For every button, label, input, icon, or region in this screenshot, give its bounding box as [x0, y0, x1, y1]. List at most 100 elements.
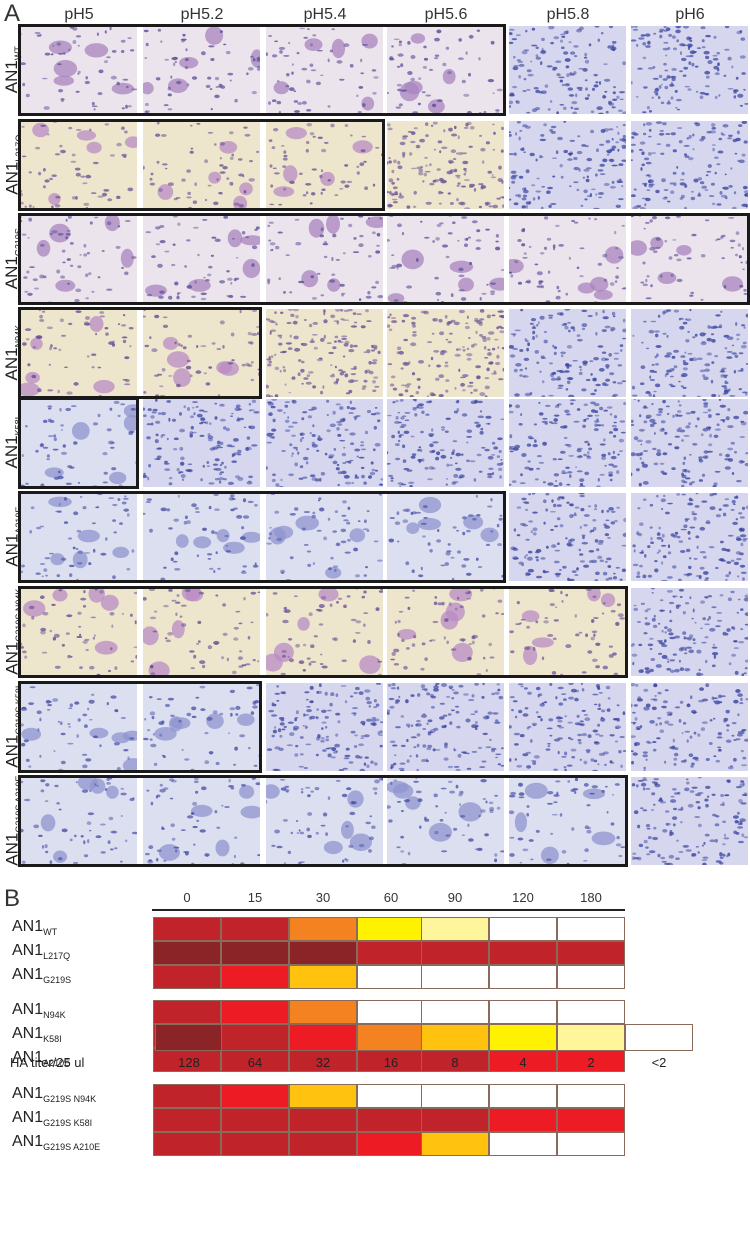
heatmap-cell [221, 1000, 289, 1024]
heatmap-cell [421, 1132, 489, 1156]
legend-label: HA titer/25 ul [10, 1055, 85, 1070]
heatmap-cell [557, 1108, 625, 1132]
micrograph-cell [143, 309, 260, 397]
heatmap-cell [289, 1132, 357, 1156]
micrograph-cell [631, 588, 748, 676]
column-header-ph5-2: pH5.2 [180, 6, 224, 23]
micrograph-cell [631, 26, 748, 114]
micrograph-cell [266, 588, 383, 676]
time-point-120: 120 [512, 890, 534, 905]
legend-value: 2 [587, 1055, 595, 1070]
heatmap-cell [357, 1084, 425, 1108]
micrograph-cell [143, 777, 260, 865]
micrograph-cell [143, 588, 260, 676]
column-header-ph5-4: pH5.4 [303, 6, 347, 23]
heatmap-cell [221, 965, 289, 989]
time-axis-line [152, 909, 625, 911]
heatmap-cell [221, 1132, 289, 1156]
micrograph-cell [509, 683, 626, 771]
time-point-15: 15 [247, 890, 263, 905]
heatmap-cell [421, 1084, 489, 1108]
heatmap-cell [289, 941, 357, 965]
legend-swatch [557, 1024, 625, 1051]
micrograph-cell [266, 215, 383, 303]
heatmap-row-label: AN1K58I [12, 1025, 62, 1045]
micrograph-cell [266, 777, 383, 865]
heatmap-cell [421, 1048, 489, 1072]
heatmap-cell [557, 965, 625, 989]
micrograph-cell [387, 309, 504, 397]
legend-swatch [289, 1024, 357, 1051]
heatmap-cell [489, 1108, 557, 1132]
heatmap-cell [221, 1048, 289, 1072]
heatmap-row-label: AN1G219S N94K [12, 1085, 97, 1105]
legend-swatch [155, 1024, 223, 1051]
heatmap-cell [153, 1132, 221, 1156]
micrograph-cell [387, 399, 504, 487]
micrograph-cell [20, 588, 137, 676]
heatmap-cell [421, 965, 489, 989]
heatmap-cell [557, 917, 625, 941]
micrograph-cell [20, 121, 137, 209]
micrograph-cell [387, 215, 504, 303]
heatmap-cell [289, 1000, 357, 1024]
heatmap-cell [357, 941, 425, 965]
heatmap-cell [557, 1048, 625, 1072]
heatmap-cell [221, 1108, 289, 1132]
micrograph-cell [509, 121, 626, 209]
legend-swatch [357, 1024, 425, 1051]
heatmap-cell [289, 1108, 357, 1132]
heatmap-row-label: AN1A210E [12, 1049, 71, 1069]
micrograph-cell [509, 309, 626, 397]
micrograph-cell [143, 683, 260, 771]
micrograph-cell [266, 399, 383, 487]
legend-value: 8 [451, 1055, 459, 1070]
heatmap-cell [421, 1108, 489, 1132]
micrograph-cell [509, 399, 626, 487]
heatmap-cell [489, 941, 557, 965]
time-point-180: 180 [580, 890, 602, 905]
heatmap-cell [153, 1108, 221, 1132]
micrograph-cell [266, 683, 383, 771]
micrograph-cell [20, 26, 137, 114]
micrograph-cell [266, 121, 383, 209]
micrograph-cell [387, 683, 504, 771]
column-header-ph6: pH6 [675, 6, 705, 23]
micrograph-cell [266, 493, 383, 581]
time-point-30: 30 [315, 890, 331, 905]
heatmap-row-label: AN1N94K [12, 1001, 66, 1021]
time-point-60: 60 [383, 890, 399, 905]
heatmap-cell [489, 917, 557, 941]
micrograph-cell [20, 777, 137, 865]
heatmap-row-label: AN1G219S [12, 966, 72, 986]
micrograph-cell [20, 309, 137, 397]
micrograph-cell [143, 121, 260, 209]
panel-b-letter: B [4, 885, 21, 912]
heatmap-cell [557, 1084, 625, 1108]
heatmap-cell [357, 1132, 425, 1156]
micrograph-cell [631, 215, 748, 303]
micrograph-cell [631, 777, 748, 865]
micrograph-cell [387, 777, 504, 865]
heatmap-cell [489, 965, 557, 989]
heatmap-cell [221, 941, 289, 965]
time-point-0: 0 [183, 890, 191, 905]
micrograph-cell [631, 399, 748, 487]
legend-swatch [421, 1024, 489, 1051]
heatmap-cell [557, 941, 625, 965]
column-header-ph5: pH5 [64, 6, 94, 23]
micrograph-cell [387, 26, 504, 114]
heatmap-cell [357, 1000, 425, 1024]
heatmap-row-label: AN1WT [12, 918, 58, 938]
micrograph-cell [143, 26, 260, 114]
legend-swatch [221, 1024, 289, 1051]
heatmap-row-label: AN1G219S K58I [12, 1109, 93, 1129]
micrograph-cell [509, 588, 626, 676]
micrograph-cell [143, 493, 260, 581]
heatmap-cell [221, 1084, 289, 1108]
micrograph-cell [387, 121, 504, 209]
micrograph-cell [509, 26, 626, 114]
panel-a-letter: A [4, 0, 21, 27]
heatmap-cell [421, 1000, 489, 1024]
micrograph-cell [20, 215, 137, 303]
